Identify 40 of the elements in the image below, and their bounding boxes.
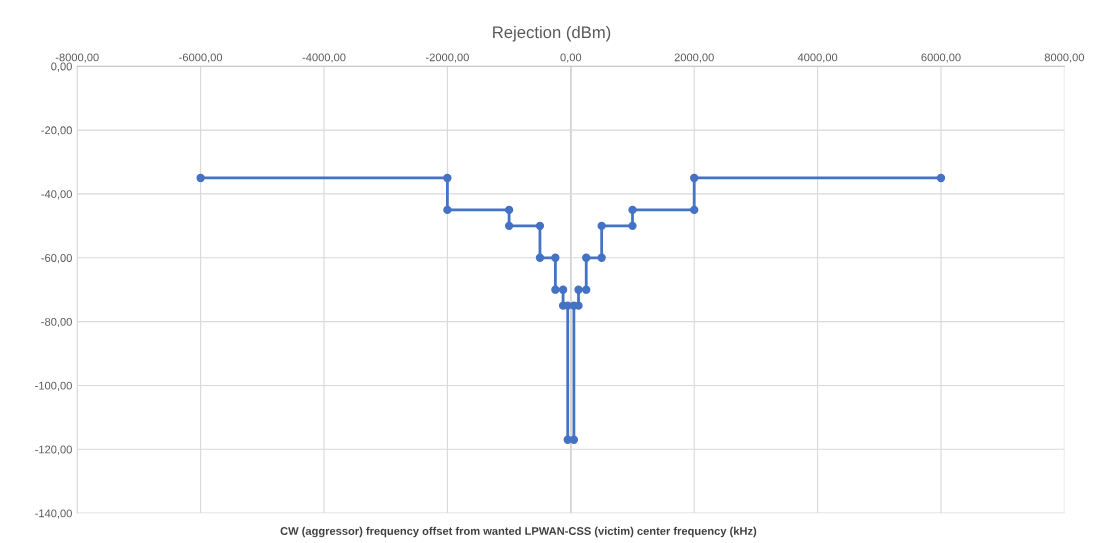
point bbox=[569, 435, 579, 444]
x-tick-label: 8000,00 bbox=[1044, 53, 1085, 63]
point bbox=[597, 221, 606, 231]
point bbox=[597, 253, 606, 262]
y-tick-label: 0,00 bbox=[51, 62, 72, 72]
point bbox=[551, 253, 560, 262]
point bbox=[504, 221, 514, 231]
y-tick-label: -100,00 bbox=[35, 381, 72, 391]
y-tick-label: -140,00 bbox=[35, 509, 72, 519]
y-tick-label: -60,00 bbox=[41, 254, 72, 264]
x-axis-title: CW (aggressor) frequency offset from wanted LPWAN-CSS (victim) center frequency (kHz) bbox=[280, 526, 757, 538]
point bbox=[574, 285, 583, 294]
x-tick-label: 2000,00 bbox=[674, 53, 714, 63]
x-tick-label: 0,00 bbox=[560, 53, 582, 63]
point bbox=[582, 253, 591, 262]
point bbox=[551, 285, 560, 294]
point bbox=[690, 205, 699, 215]
chart-title: Rejection (dBm) bbox=[493, 25, 611, 42]
y-tick-label: -120,00 bbox=[35, 445, 72, 455]
x-tick-label: 4000,00 bbox=[797, 53, 838, 63]
point bbox=[558, 285, 568, 294]
point bbox=[443, 205, 452, 215]
point bbox=[443, 173, 452, 183]
x-tick-label: 6000,00 bbox=[921, 53, 961, 63]
point bbox=[936, 173, 946, 183]
point bbox=[535, 221, 545, 231]
x-tick-label: -6000,00 bbox=[179, 53, 223, 63]
point bbox=[196, 173, 205, 183]
x-tick-label: -8000,00 bbox=[55, 53, 99, 63]
point bbox=[535, 253, 545, 262]
point bbox=[628, 221, 637, 231]
point bbox=[628, 205, 637, 215]
point bbox=[690, 173, 699, 183]
y-tick-label: -80,00 bbox=[41, 317, 72, 328]
point bbox=[504, 205, 514, 215]
x-tick-label: -4000,00 bbox=[302, 53, 346, 63]
x-tick-label: -2000,00 bbox=[425, 53, 469, 63]
y-tick-label: -20,00 bbox=[41, 126, 72, 136]
y-tick-label: -40,00 bbox=[41, 190, 72, 200]
point bbox=[582, 285, 591, 294]
